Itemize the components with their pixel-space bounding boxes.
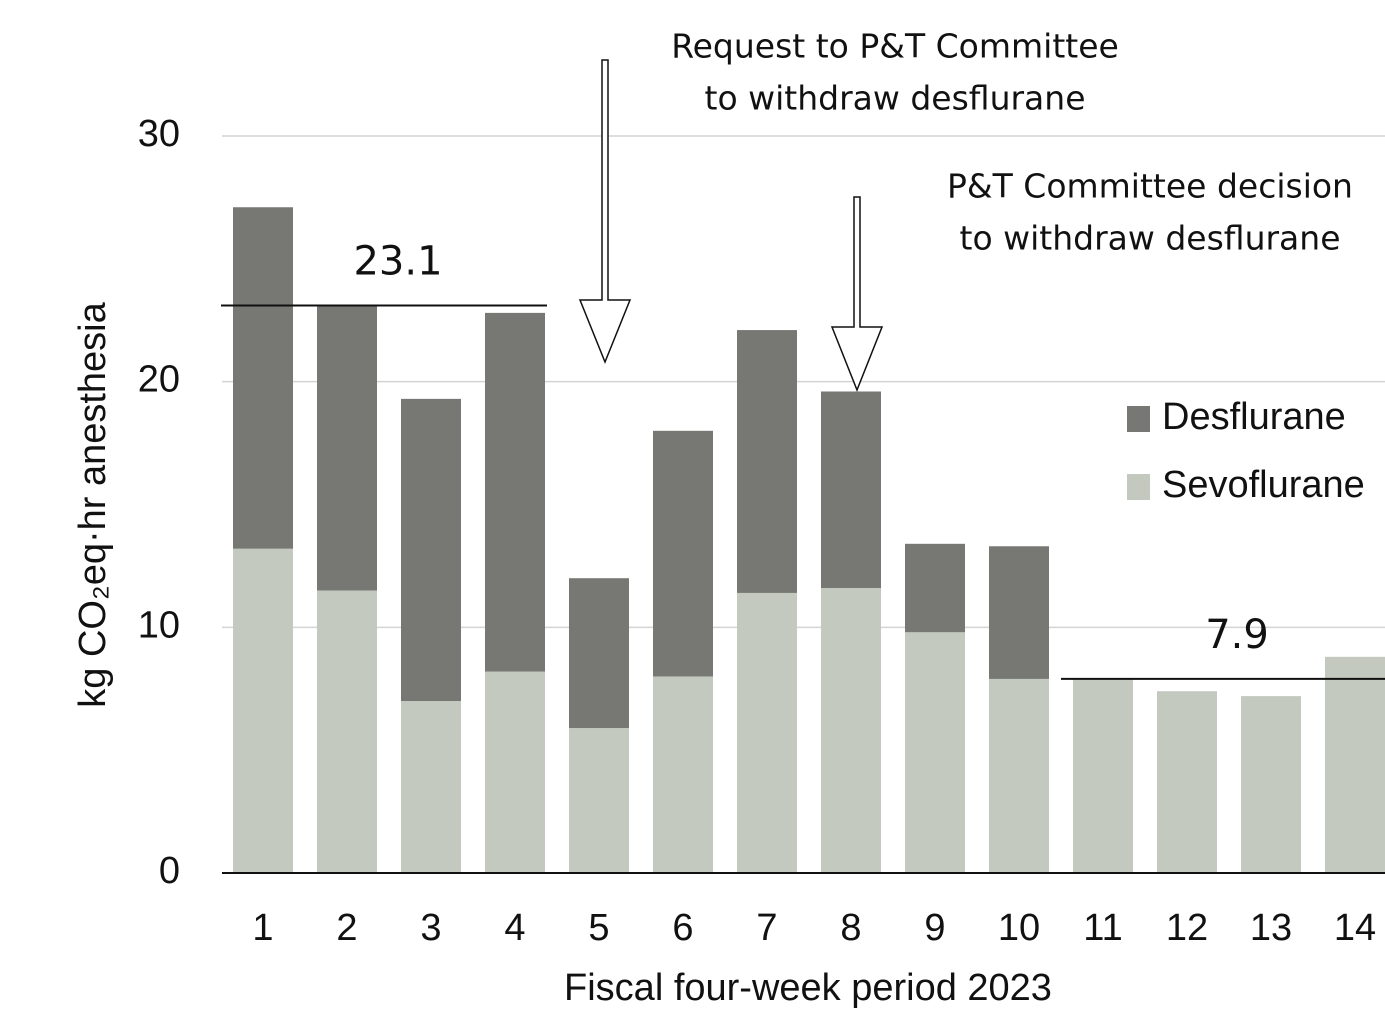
annotation-arrow <box>830 196 884 393</box>
bar-segment <box>737 330 797 593</box>
bar-segment <box>485 312 545 672</box>
bar-segment <box>1325 656 1385 873</box>
x-tick-label: 8 <box>840 907 861 949</box>
bar-segment <box>233 548 293 873</box>
average-label: 7.9 <box>1205 612 1269 658</box>
annotation-text: Request to P&T Committee <box>671 27 1119 66</box>
legend-swatch <box>1127 406 1150 432</box>
bar-segment <box>1073 678 1133 873</box>
bar-segment <box>317 590 377 873</box>
bar-segment <box>317 305 377 591</box>
annotation-text: to withdraw desflurane <box>960 219 1341 258</box>
x-tick-label: 7 <box>756 907 777 949</box>
x-axis-label: Fiscal four-week period 2023 <box>564 967 1052 1009</box>
bar-segment <box>653 430 713 677</box>
x-tick-label: 6 <box>672 907 693 949</box>
bar-segment <box>401 398 461 702</box>
x-tick-label: 12 <box>1166 907 1208 949</box>
legend-label: Sevoflurane <box>1162 464 1365 506</box>
bar-segment <box>569 728 629 873</box>
y-axis-label: kg CO₂eq·hr anesthesia <box>72 301 114 707</box>
x-tick-label: 9 <box>924 907 945 949</box>
x-tick-label: 14 <box>1334 907 1376 949</box>
bar-segment <box>1157 691 1217 873</box>
x-tick-label: 13 <box>1250 907 1292 949</box>
bar-segment <box>1241 696 1301 873</box>
y-tick-label: 10 <box>138 604 180 646</box>
x-tick-label: 3 <box>420 907 441 949</box>
bar-segment <box>821 588 881 873</box>
annotation-text: to withdraw desflurane <box>705 79 1086 118</box>
x-tick-label: 11 <box>1083 907 1122 949</box>
bar-segment <box>905 632 965 873</box>
average-label: 23.1 <box>353 239 442 285</box>
y-tick-label: 30 <box>138 113 180 155</box>
annotation-arrow <box>578 59 632 365</box>
legend-label: Desflurane <box>1162 396 1346 438</box>
bar-segment <box>821 391 881 589</box>
y-tick-label: 20 <box>138 359 180 401</box>
x-tick-label: 4 <box>504 907 525 949</box>
bar-segment <box>233 207 293 549</box>
x-tick-label: 1 <box>252 907 273 949</box>
y-tick-label: 0 <box>159 850 180 892</box>
bar-segment <box>485 671 545 873</box>
x-tick-label: 5 <box>588 907 609 949</box>
x-tick-label: 2 <box>336 907 357 949</box>
legend-swatch <box>1127 474 1150 500</box>
x-tick-label: 10 <box>998 907 1040 949</box>
bar-segment <box>569 578 629 729</box>
annotation-text: P&T Committee decision <box>947 167 1353 206</box>
bar-segment <box>989 546 1049 679</box>
bar-segment <box>401 701 461 873</box>
bar-segment <box>737 592 797 873</box>
bar-segment <box>905 543 965 633</box>
bar-segment <box>653 676 713 873</box>
bar-segment <box>989 678 1049 873</box>
